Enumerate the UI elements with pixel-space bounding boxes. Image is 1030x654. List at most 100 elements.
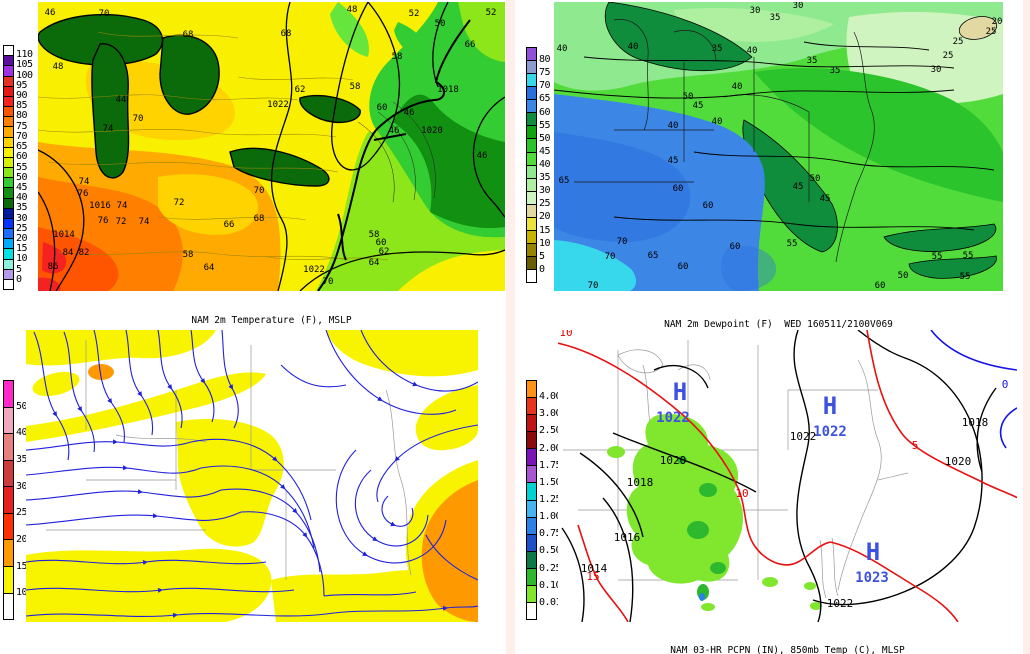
colorbar-tick: 45 [539, 145, 551, 157]
colorbar-segment [4, 116, 13, 127]
colorbar-segment [527, 125, 536, 139]
colorbar-segment [527, 482, 536, 500]
map-label: 55 [932, 252, 943, 262]
map-label: 60 [875, 281, 886, 291]
map-label: 44 [116, 95, 127, 105]
map-label: 1018 [437, 85, 459, 95]
colorbar-segment [4, 65, 13, 76]
colorbar-tick: 65 [16, 140, 28, 152]
map-label: 72 [116, 217, 127, 227]
map-label: 68 [183, 30, 194, 40]
panel-title: NAM 2m Dewpoint (F) WED 160511/2100V069 [664, 319, 893, 330]
map-label: 52 [486, 8, 497, 18]
map-label: 45 [820, 194, 831, 204]
colorbar-segment [4, 217, 13, 229]
colorbar-tick: 0.01 [539, 596, 562, 608]
map-label: 1022 [790, 430, 817, 443]
map-label: 1018 [962, 416, 989, 429]
colorbar-tick: 45 [16, 181, 28, 193]
colorbar-tick: 40 [16, 191, 28, 203]
map-label: 1022 [656, 410, 690, 426]
panel-precip: 4.00 3.00 2.50 2.00 1.75 1.50 1.25 1.00 0.75 0.50… [515, 327, 1030, 654]
colorbar-segment [4, 406, 13, 434]
map-label: 30 [793, 2, 804, 11]
map-label: 50 [435, 19, 446, 29]
map-label: 74 [79, 177, 90, 187]
colorbar-segment [4, 258, 13, 269]
panel-streamlines: 50 40 35 30 25 20 15 10 [0, 327, 515, 654]
colorbar-segment [4, 156, 13, 168]
colorbar-segment [527, 397, 536, 415]
right-edge-divider [1023, 0, 1030, 654]
map-label: 15 [586, 570, 599, 583]
colorbar-segment [527, 533, 536, 551]
colorbar-segment [527, 151, 536, 165]
colorbar-tick: 100 [16, 69, 33, 81]
colorbar-segment [527, 216, 536, 230]
map-label: 60 [673, 184, 684, 194]
map-label: 62 [379, 247, 390, 257]
map-label: 68 [254, 214, 265, 224]
map-label: 35 [712, 44, 723, 54]
map-label: 58 [350, 82, 361, 92]
colorbar-tick: 25 [16, 222, 28, 234]
colorbar-tick: 1.75 [539, 459, 562, 471]
colorbar-segment [4, 512, 13, 540]
map-label: 25 [953, 37, 964, 47]
colorbar-tick: 55 [16, 161, 28, 173]
colorbar-tick: 50 [16, 400, 28, 412]
colorbar-tick: 2.00 [539, 442, 562, 454]
map-label: 76 [98, 216, 109, 226]
colorbar-tick: 10 [16, 587, 28, 599]
colorbar-tick: 2.50 [539, 425, 562, 437]
colorbar-segment [4, 565, 13, 593]
colorbar-segment [527, 381, 536, 398]
wind-colorbar [3, 380, 14, 620]
map-label: 82 [79, 248, 90, 258]
map-label: 66 [224, 220, 235, 230]
map-label: 70 [254, 186, 265, 196]
colorbar-segment [527, 138, 536, 152]
map-label: 68 [281, 29, 292, 39]
colorbar-segment [4, 177, 13, 188]
map-label: 35 [807, 56, 818, 66]
map-label: 64 [369, 258, 380, 268]
map-label: 46 [45, 8, 56, 18]
colorbar-tick: 1.00 [539, 510, 562, 522]
colorbar-tick: 110 [16, 49, 33, 61]
map-label: 40 [628, 42, 639, 52]
colorbar-segment [527, 414, 536, 432]
map-label: 10 [559, 330, 572, 339]
colorbar-segment [4, 433, 13, 460]
colorbar-tick: 80 [539, 53, 551, 65]
map-label: 55 [787, 239, 798, 249]
colorbar-tick: 70 [539, 80, 551, 92]
colorbar-tick: 5 [16, 263, 22, 275]
colorbar-tick: 95 [16, 79, 28, 91]
colorbar-tick: 20 [539, 211, 551, 223]
colorbar-tick: 75 [539, 67, 551, 79]
map-label: 62 [295, 85, 306, 95]
map-label: 1016 [614, 531, 641, 544]
map-label: 58 [183, 250, 194, 260]
colorbar-tick: 0 [539, 263, 545, 275]
colorbar-tick: 25 [539, 198, 551, 210]
map-label: 70 [323, 277, 334, 287]
map-label: 46 [477, 151, 488, 161]
colorbar-segment [527, 60, 536, 74]
colorbar-segment [527, 567, 536, 585]
map-label: H [823, 392, 837, 420]
map-label: 60 [703, 201, 714, 211]
colorbar-segment [4, 248, 13, 259]
map-label: 74 [103, 124, 114, 134]
map-label: 1016 [89, 201, 111, 211]
temperature-colorbar [3, 45, 14, 290]
map-label: 0 [1002, 378, 1009, 391]
map-label: 70 [99, 9, 110, 19]
colorbar-segment [527, 229, 536, 243]
colorbar-segment [4, 146, 13, 157]
colorbar-tick: 0.75 [539, 528, 562, 540]
colorbar-tick: 5 [539, 250, 545, 262]
map-label: 46 [404, 108, 415, 118]
colorbar-segment [4, 278, 13, 290]
